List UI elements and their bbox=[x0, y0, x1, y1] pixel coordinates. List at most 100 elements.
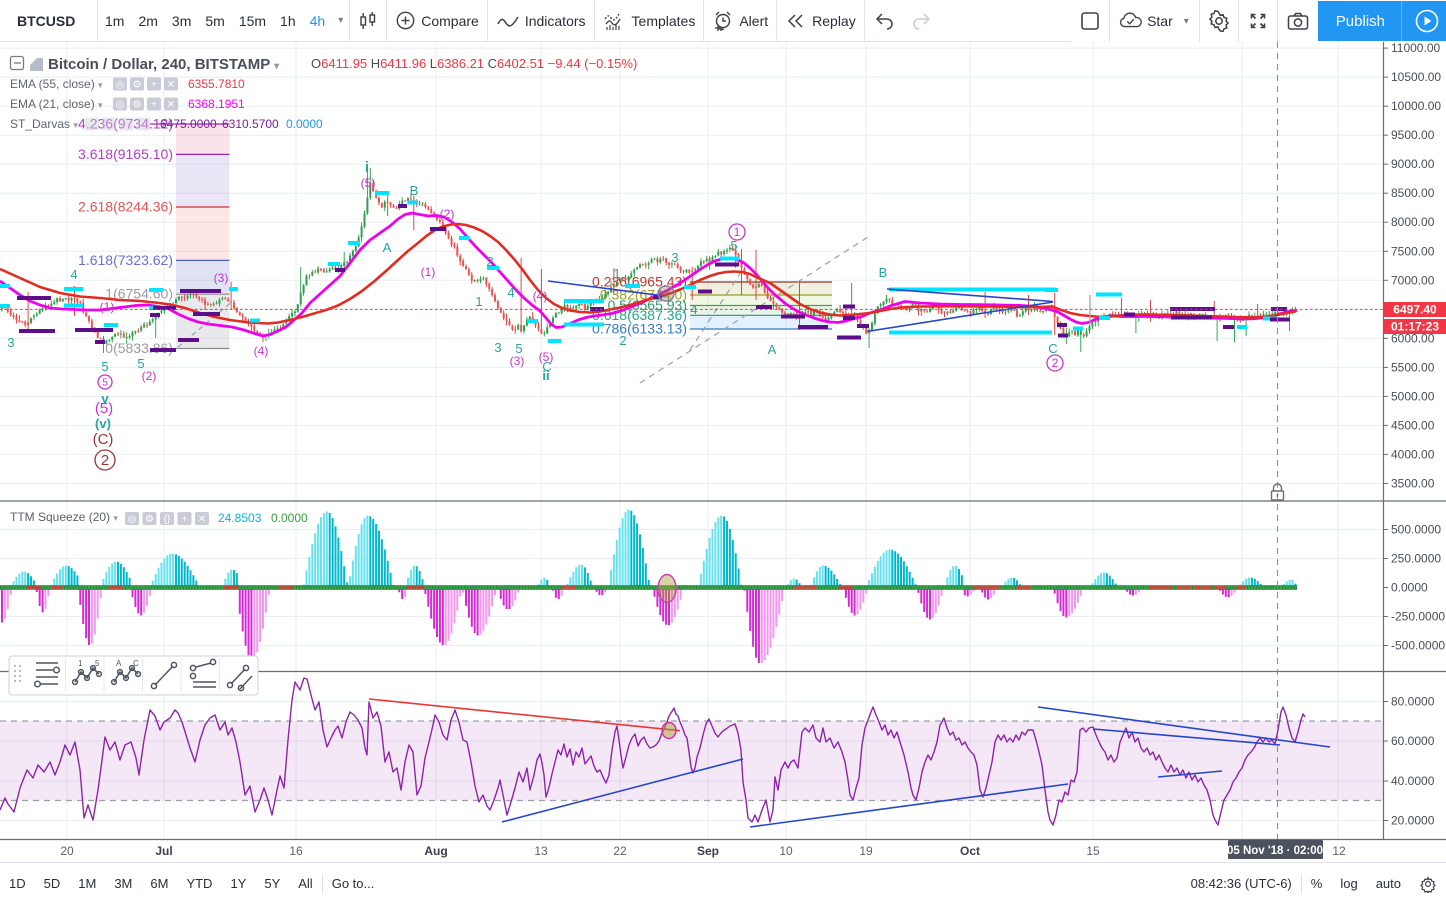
svg-text:{}: {} bbox=[164, 514, 171, 525]
svg-text:0.0000: 0.0000 bbox=[286, 117, 323, 131]
svg-text:i: i bbox=[365, 159, 369, 176]
svg-text:250.0000: 250.0000 bbox=[1391, 552, 1441, 566]
svg-text:0.0000: 0.0000 bbox=[271, 511, 308, 525]
svg-text:20: 20 bbox=[60, 844, 74, 858]
svg-text:v: v bbox=[101, 391, 109, 406]
svg-text:01:17:23: 01:17:23 bbox=[1391, 320, 1439, 334]
svg-text:-250.0000: -250.0000 bbox=[1391, 610, 1445, 624]
svg-text:A: A bbox=[116, 659, 122, 668]
svg-text:5: 5 bbox=[515, 341, 522, 356]
svg-text:ST_Darvas ▾: ST_Darvas ▾ bbox=[10, 117, 78, 131]
svg-text:⚙: ⚙ bbox=[145, 514, 154, 525]
svg-text:6475.0000: 6475.0000 bbox=[160, 117, 217, 131]
svg-text:5: 5 bbox=[137, 356, 144, 371]
svg-text:+: + bbox=[151, 80, 157, 91]
svg-text:2: 2 bbox=[619, 333, 626, 348]
svg-text:3: 3 bbox=[671, 250, 678, 265]
svg-text:(1): (1) bbox=[421, 265, 436, 279]
svg-text:Sep: Sep bbox=[697, 844, 719, 858]
svg-text:(3): (3) bbox=[510, 354, 525, 368]
svg-text:5000.00: 5000.00 bbox=[1391, 389, 1435, 403]
svg-text:(3): (3) bbox=[214, 271, 229, 285]
svg-text:Jul: Jul bbox=[155, 844, 172, 858]
svg-text:(v): (v) bbox=[95, 416, 111, 431]
svg-text:24.8503: 24.8503 bbox=[218, 511, 262, 525]
svg-text:(5): (5) bbox=[361, 176, 376, 190]
svg-text:22: 22 bbox=[613, 844, 627, 858]
svg-text:O6411.95 H6411.96 L6386.21 C64: O6411.95 H6411.96 L6386.21 C6402.51 −9.4… bbox=[311, 56, 637, 71]
svg-text:A: A bbox=[383, 240, 392, 255]
svg-text:7500.00: 7500.00 bbox=[1391, 244, 1435, 258]
svg-text:TTM Squeeze (20) ▾: TTM Squeeze (20) ▾ bbox=[10, 510, 118, 524]
svg-text:ii: ii bbox=[542, 368, 549, 383]
svg-text:1: 1 bbox=[734, 225, 741, 239]
svg-text:8500.00: 8500.00 bbox=[1391, 186, 1435, 200]
svg-text:3: 3 bbox=[494, 340, 501, 355]
svg-text:4: 4 bbox=[690, 302, 697, 317]
svg-text:5: 5 bbox=[730, 238, 737, 253]
svg-text:(4): (4) bbox=[254, 344, 269, 358]
svg-text:-500.0000: -500.0000 bbox=[1391, 639, 1445, 653]
svg-text:◎: ◎ bbox=[128, 514, 137, 525]
svg-text:19: 19 bbox=[859, 844, 873, 858]
svg-text:0.236(6965.43): 0.236(6965.43) bbox=[592, 274, 687, 290]
svg-text:4000.00: 4000.00 bbox=[1391, 447, 1435, 461]
svg-text:8000.00: 8000.00 bbox=[1391, 215, 1435, 229]
svg-text:◎: ◎ bbox=[116, 80, 125, 91]
svg-text:4.236(9734.12): 4.236(9734.12) bbox=[78, 116, 173, 132]
svg-text:13: 13 bbox=[534, 844, 548, 858]
svg-text:3: 3 bbox=[7, 335, 14, 350]
svg-text:16: 16 bbox=[289, 844, 303, 858]
svg-text:1.618(7323.62): 1.618(7323.62) bbox=[78, 252, 173, 268]
svg-text:✕: ✕ bbox=[167, 80, 175, 91]
svg-text:11000.00: 11000.00 bbox=[1391, 42, 1440, 55]
svg-text:6497.40: 6497.40 bbox=[1393, 303, 1437, 317]
svg-text:0.786(6133.13): 0.786(6133.13) bbox=[592, 321, 687, 337]
svg-text:C: C bbox=[133, 659, 139, 668]
svg-text:40.0000: 40.0000 bbox=[1391, 774, 1435, 788]
svg-text:✕: ✕ bbox=[167, 100, 175, 111]
svg-text:4: 4 bbox=[507, 285, 514, 300]
svg-text:6355.7810: 6355.7810 bbox=[188, 77, 245, 91]
svg-text:(5): (5) bbox=[539, 350, 554, 364]
svg-text:2: 2 bbox=[1052, 356, 1059, 370]
svg-text:6310.5700: 6310.5700 bbox=[222, 117, 279, 131]
svg-text:80.0000: 80.0000 bbox=[1391, 695, 1435, 709]
svg-text:5: 5 bbox=[102, 378, 108, 389]
svg-text:EMA (21, close) ▾: EMA (21, close) ▾ bbox=[10, 97, 103, 111]
svg-text:10500.00: 10500.00 bbox=[1391, 70, 1441, 84]
svg-text:EMA (55, close) ▾: EMA (55, close) ▾ bbox=[10, 77, 103, 91]
svg-text:⚙: ⚙ bbox=[133, 100, 142, 111]
svg-text:7000.00: 7000.00 bbox=[1391, 273, 1435, 287]
svg-text:C: C bbox=[542, 359, 551, 374]
svg-text:1: 1 bbox=[78, 659, 83, 668]
svg-text:(1): (1) bbox=[100, 300, 115, 314]
svg-text:5500.00: 5500.00 bbox=[1391, 360, 1435, 374]
svg-text:B: B bbox=[410, 183, 419, 198]
svg-text:Oct: Oct bbox=[960, 844, 980, 858]
svg-text:5: 5 bbox=[95, 659, 100, 668]
svg-text:10: 10 bbox=[779, 844, 793, 858]
svg-text:3500.00: 3500.00 bbox=[1391, 477, 1435, 491]
svg-text:2.618(8244.36): 2.618(8244.36) bbox=[78, 199, 173, 215]
svg-text:Aug: Aug bbox=[424, 844, 447, 858]
svg-text:20.0000: 20.0000 bbox=[1391, 814, 1435, 828]
svg-text:12: 12 bbox=[1332, 844, 1346, 858]
svg-text:B: B bbox=[879, 265, 888, 280]
svg-text:2: 2 bbox=[101, 452, 109, 469]
svg-text:15: 15 bbox=[1086, 844, 1100, 858]
svg-text:6000.00: 6000.00 bbox=[1391, 331, 1435, 345]
svg-text:1: 1 bbox=[613, 266, 620, 281]
svg-text:(5): (5) bbox=[95, 400, 113, 417]
svg-text:9000.00: 9000.00 bbox=[1391, 157, 1435, 171]
svg-text:A: A bbox=[768, 342, 777, 357]
svg-text:(2): (2) bbox=[440, 207, 455, 221]
svg-text:(C): (C) bbox=[93, 431, 114, 448]
svg-text:4500.00: 4500.00 bbox=[1391, 418, 1435, 432]
svg-text:(4): (4) bbox=[533, 289, 548, 303]
svg-text:60.0000: 60.0000 bbox=[1391, 734, 1435, 748]
svg-text:6368.1951: 6368.1951 bbox=[188, 97, 245, 111]
svg-text:✕: ✕ bbox=[198, 514, 206, 525]
svg-text:+: + bbox=[151, 100, 157, 111]
svg-text:Bitcoin / Dollar, 240, BITSTAM: Bitcoin / Dollar, 240, BITSTAMP ▾ bbox=[48, 56, 280, 73]
